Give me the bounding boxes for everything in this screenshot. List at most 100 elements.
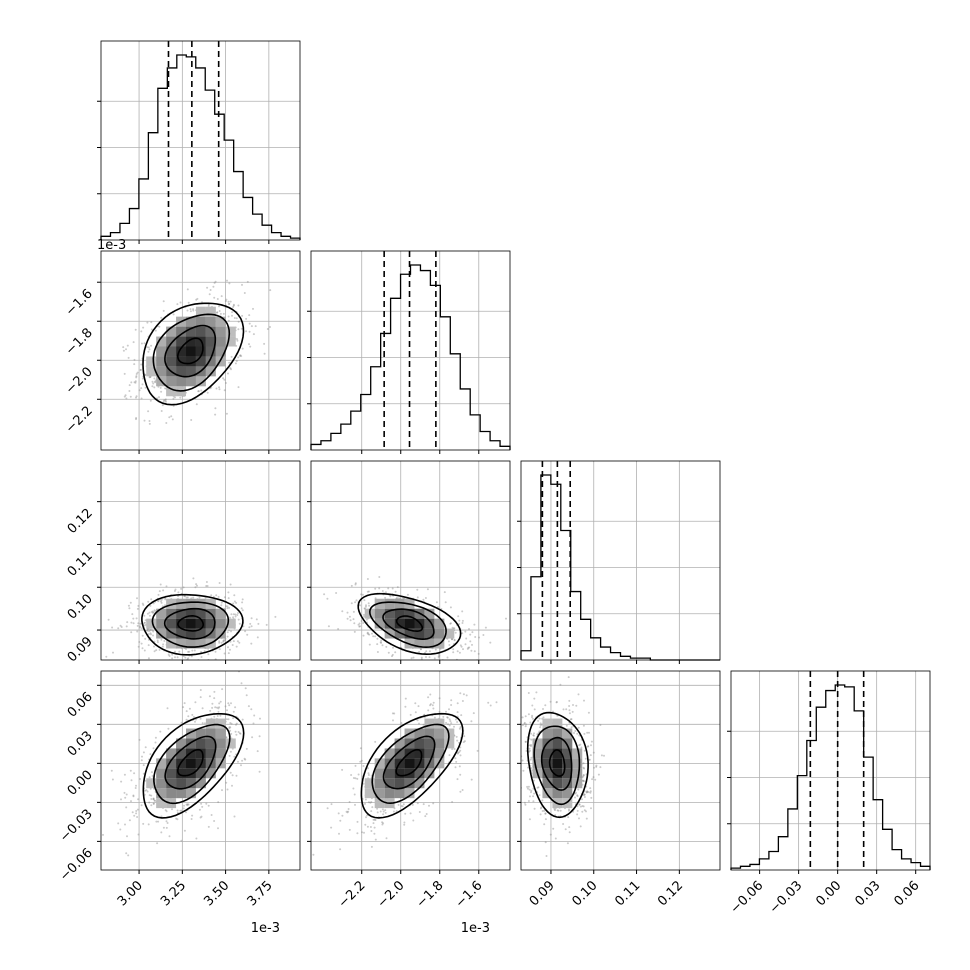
y-tick-label-1-2: −1.8 [63, 325, 96, 358]
sample-point [522, 769, 525, 772]
sample-point [575, 704, 578, 707]
sample-point [154, 741, 157, 744]
sample-point [227, 652, 230, 655]
sample-point [461, 789, 464, 791]
sample-point [600, 754, 603, 757]
sample-point [531, 716, 533, 719]
density-cell [404, 628, 415, 639]
sample-point [233, 600, 236, 603]
sample-point [135, 810, 138, 812]
sample-point [191, 713, 194, 716]
density-cell [532, 748, 543, 759]
density-cell [364, 788, 375, 799]
density-cell [384, 778, 395, 789]
density-cell [225, 326, 236, 337]
sample-point [422, 598, 425, 601]
sample-point [462, 693, 465, 696]
sample-point [259, 717, 261, 720]
density-cell [186, 366, 196, 377]
density-cell [552, 728, 563, 739]
sample-point [474, 636, 477, 638]
sample-point [165, 810, 168, 813]
density-cell [562, 788, 573, 799]
sample-point [149, 470, 151, 472]
sample-point [420, 656, 423, 659]
sample-point [576, 794, 579, 797]
sample-point [456, 702, 459, 705]
sample-point [240, 327, 243, 330]
sample-point [521, 724, 524, 727]
sample-point [204, 722, 206, 725]
sample-point [235, 360, 238, 362]
sample-point [241, 718, 244, 721]
sample-point [143, 342, 146, 345]
sample-point [364, 802, 366, 805]
sample-point [528, 750, 531, 753]
sample-point [363, 831, 365, 834]
sample-point [339, 819, 342, 822]
sample-point [148, 420, 151, 422]
sample-point [381, 821, 384, 824]
sample-point [141, 602, 144, 605]
sample-point [404, 705, 407, 708]
sample-point [232, 613, 235, 616]
sample-point [312, 853, 315, 856]
sample-point [459, 790, 462, 793]
sample-point [357, 773, 360, 776]
sample-point [144, 779, 147, 782]
sample-point [422, 803, 425, 806]
sample-point [154, 736, 157, 739]
sample-point [554, 837, 557, 840]
sample-point [183, 702, 186, 705]
sample-point [222, 312, 225, 315]
sample-point [454, 718, 457, 721]
sample-point [225, 736, 228, 739]
density-cell [156, 336, 167, 347]
sample-point [410, 657, 413, 660]
sample-point [164, 604, 166, 607]
sample-point [188, 707, 191, 710]
sample-point [366, 631, 369, 634]
sample-point [120, 780, 123, 783]
sample-point [452, 648, 455, 651]
sample-point [253, 714, 256, 717]
density-cell [394, 768, 405, 779]
sample-point [468, 646, 471, 649]
sample-point [575, 791, 577, 794]
sample-point [530, 767, 533, 770]
sample-point [354, 601, 357, 604]
sample-point [568, 705, 571, 707]
density-cell [532, 758, 543, 769]
sample-point [135, 417, 138, 419]
sample-point [459, 692, 462, 695]
sample-point [214, 658, 217, 660]
sample-point [544, 704, 547, 707]
sample-point [533, 792, 536, 795]
sample-point [456, 721, 459, 723]
sample-point [450, 704, 453, 706]
sample-point [330, 803, 333, 806]
density-cell [552, 768, 563, 779]
density-cell [166, 356, 177, 367]
sample-point [424, 815, 427, 818]
density-cell [195, 638, 206, 649]
sample-point [139, 369, 142, 371]
sample-point [125, 793, 128, 796]
sample-point [263, 342, 266, 345]
density-cell [195, 346, 206, 357]
sample-point [128, 607, 131, 610]
sample-point [150, 804, 153, 807]
sample-point [125, 852, 128, 855]
sample-point [374, 838, 377, 841]
density-cell [542, 768, 553, 779]
sample-point [574, 796, 576, 799]
density-cell [195, 628, 206, 639]
sample-point [478, 636, 481, 639]
sample-point [535, 691, 538, 694]
sample-point [191, 814, 194, 817]
sample-point [240, 607, 243, 610]
sample-point [192, 716, 195, 718]
sample-point [219, 312, 222, 315]
sample-point [527, 766, 530, 769]
sample-point [358, 625, 361, 628]
